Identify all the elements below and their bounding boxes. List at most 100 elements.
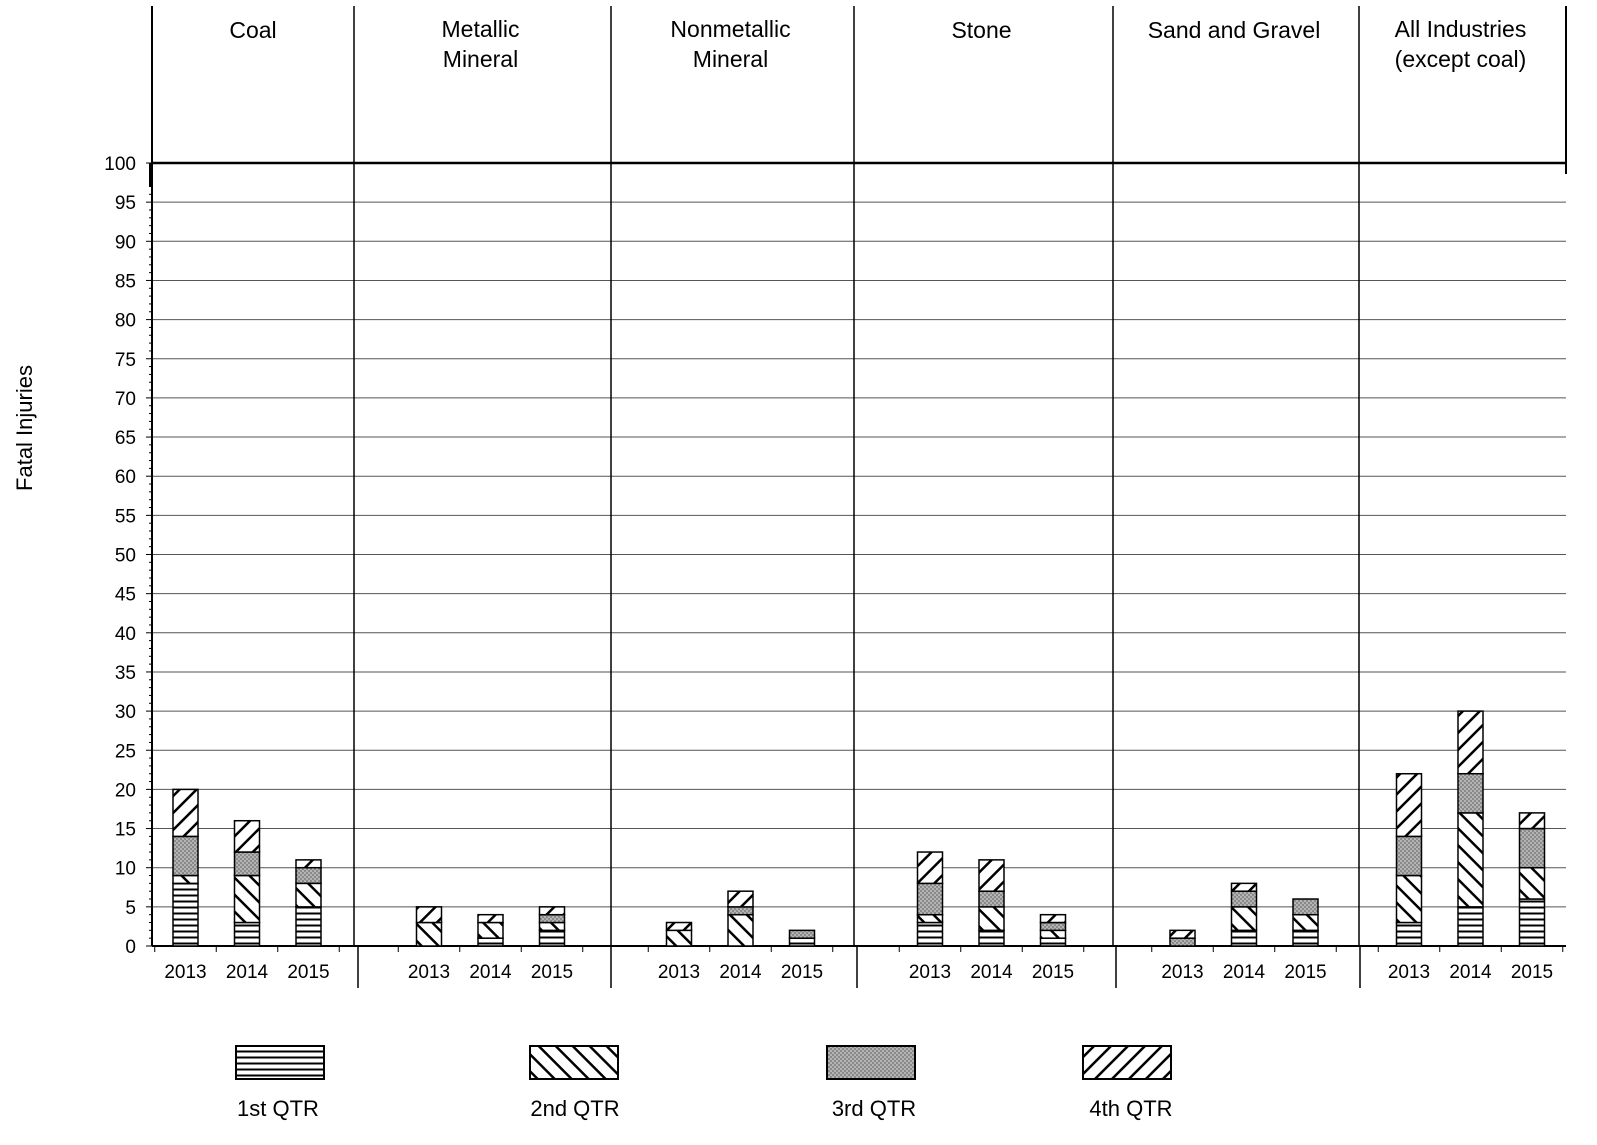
legend-swatch-4th-qtr [1082,1045,1172,1080]
bar-segment-3rd-qtr [788,929,816,939]
bar-segment-1st-qtr [1395,921,1423,947]
bar-segment-4th-qtr [727,890,754,908]
bar-segment-2nd-qtr [1230,906,1258,932]
bar-segment-3rd-qtr [727,906,754,916]
y-tick-label: 95 [115,193,136,214]
industry-header: Metallic [442,16,520,42]
x-tick-label-year: 2013 [1161,962,1203,983]
bar-segment-2nd-qtr [978,906,1005,932]
bars [172,710,1546,947]
legend-label-4th-qtr: 4th QTR [1089,1096,1172,1121]
y-tick-label: 70 [115,389,136,410]
x-axis-year-labels: 2013 2014 2015 2013 2014 2015 2013 2014 2015 2013… [154,946,1564,983]
bar-segment-4th-qtr [1230,882,1258,892]
bar-segment-1st-qtr [295,906,322,947]
legend-label-3rd-qtr: 3rd QTR [832,1096,916,1121]
y-tick-label: 25 [115,741,136,762]
y-axis-label: Fatal Injuries [12,365,37,491]
gridlines [152,201,1566,908]
x-tick-label-year: 2014 [469,962,512,983]
y-tick-label: 85 [115,271,136,292]
bar-segment-2nd-qtr [916,913,944,924]
x-tick-label-year: 2014 [226,962,269,983]
bar-segment-3rd-qtr [1230,890,1258,908]
industry-header: Mineral [693,46,768,72]
y-tick-label: 0 [125,937,136,958]
bar-segment-4th-qtr [1518,812,1546,830]
y-tick-label: 60 [115,467,136,488]
bar-segment-1st-qtr [1039,937,1067,947]
bar-segment-3rd-qtr [1039,921,1067,932]
bar-segment-4th-qtr [415,906,443,924]
x-tick-label-year: 2014 [1449,962,1492,983]
bar-segment-2nd-qtr [1518,866,1546,900]
legend-swatch-1st-qtr [235,1045,325,1080]
y-tick-label: 40 [115,624,136,645]
bar-segment-4th-qtr [665,921,693,932]
bar-segment-3rd-qtr [1457,772,1484,814]
bar-segment-2nd-qtr [1457,812,1484,908]
bar-segment-4th-qtr [538,906,566,916]
legend-swatch-3rd-qtr [826,1045,916,1080]
bar-segment-2nd-qtr [477,921,504,939]
y-tick-label: 55 [115,506,136,527]
bar-segment-2nd-qtr [727,913,754,947]
x-tick-label-year: 2014 [1223,962,1266,983]
y-tick-label: 20 [115,780,136,801]
bar-segment-2nd-qtr [1292,913,1319,932]
bar-segment-2nd-qtr [295,882,322,908]
y-tick-label: 65 [115,428,136,449]
bar-segment-2nd-qtr [415,921,443,947]
bar-segment-2nd-qtr [233,874,261,924]
bar-segment-3rd-qtr [538,913,566,924]
bar-segment-4th-qtr [1457,710,1484,775]
bar-segment-2nd-qtr [665,929,693,947]
bar-segment-4th-qtr [978,859,1005,892]
bar-segment-3rd-qtr [295,866,322,885]
y-tick-label: 100 [104,154,136,175]
y-tick-label: 5 [125,898,136,919]
x-tick-label-year: 2014 [970,962,1013,983]
x-tick-label-year: 2015 [1032,962,1074,983]
industry-header: (except coal) [1395,46,1527,72]
y-axis-title: Fatal Injuries [12,365,37,491]
bar-segment-1st-qtr [538,929,566,947]
y-tick-label: 75 [115,350,136,371]
bar-segment-1st-qtr [788,937,816,947]
bar-segment-1st-qtr [978,929,1005,947]
bar-segment-1st-qtr [172,882,199,947]
legend: 1st QTR 2nd QTR 3rd QTR 4th QTR [235,1045,1173,1121]
bar-segment-2nd-qtr [538,921,566,932]
industry-header: Sand and Gravel [1148,17,1321,43]
bar-segment-3rd-qtr [1292,898,1319,916]
industry-header: All Industries [1395,16,1527,42]
bar-segment-1st-qtr [916,921,944,947]
x-tick-label-year: 2015 [1284,962,1326,983]
bar-segment-4th-qtr [233,819,261,853]
x-tick-label-year: 2014 [719,962,762,983]
bar-segment-1st-qtr [233,921,261,947]
x-tick-label-year: 2013 [164,962,206,983]
bar-segment-1st-qtr [1518,898,1546,947]
bar-segment-3rd-qtr [172,835,199,877]
bar-segment-1st-qtr [477,937,504,947]
industry-headers: Coal Metallic Mineral Nonmetallic Mineral Sto… [229,16,1526,72]
y-tick-label: 15 [115,820,136,841]
bar-segment-1st-qtr [1292,929,1319,947]
y-tick-label: 10 [115,859,136,880]
bar-segment-3rd-qtr [916,882,944,916]
bar-segment-4th-qtr [1039,913,1067,924]
legend-label-2nd-qtr: 2nd QTR [530,1096,619,1121]
x-tick-label-year: 2015 [531,962,573,983]
x-tick-label-year: 2013 [408,962,450,983]
x-tick-label-year: 2015 [287,962,329,983]
legend-label-1st-qtr: 1st QTR [237,1096,319,1121]
industry-header: Nonmetallic [670,16,790,42]
y-tick-label: 30 [115,702,136,723]
y-axis-ticks: 0 5 10 15 20 25 30 35 40 45 50 55 60 65 70 75 80 85 90 95 10… [104,154,152,958]
bar-segment-3rd-qtr [978,890,1005,908]
y-tick-label: 50 [115,546,136,567]
bar-segment-3rd-qtr [1518,827,1546,869]
chart-frame [149,6,1567,988]
